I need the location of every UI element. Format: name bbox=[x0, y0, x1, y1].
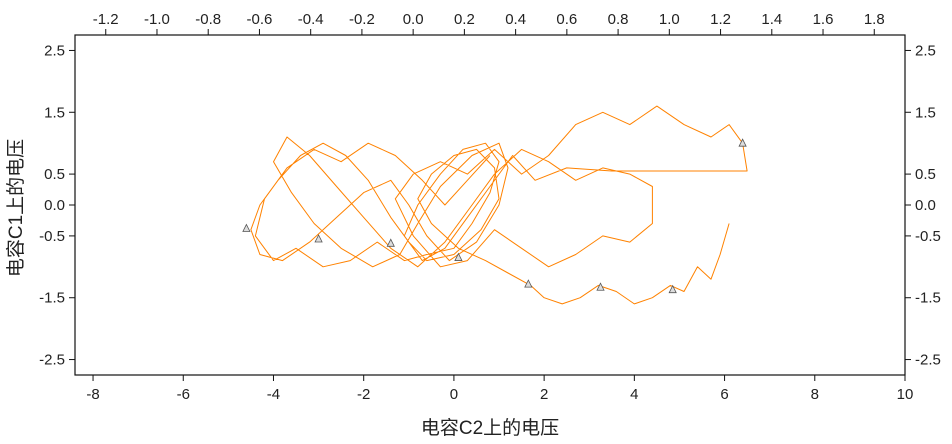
axis-ticks bbox=[69, 29, 911, 381]
triangle-marker bbox=[454, 252, 463, 261]
top-tick-label: 0.0 bbox=[403, 11, 424, 28]
x-tick-label: -8 bbox=[86, 386, 99, 403]
right-tick-label: 0.5 bbox=[915, 166, 936, 183]
triangle-marker bbox=[386, 238, 395, 247]
right-tick-label: -1.5 bbox=[915, 290, 941, 307]
x-tick-label: 6 bbox=[720, 386, 728, 403]
top-tick-label: 1.8 bbox=[864, 11, 885, 28]
top-tick-label: 0.6 bbox=[556, 11, 577, 28]
triangle-marker bbox=[314, 234, 323, 243]
series-line-0 bbox=[250, 105, 748, 305]
y-tick-label: -1.5 bbox=[39, 290, 65, 307]
x-tick-label: 2 bbox=[540, 386, 548, 403]
triangle-marker bbox=[596, 282, 605, 291]
top-tick-label: 1.2 bbox=[710, 11, 731, 28]
x-tick-label: -6 bbox=[177, 386, 190, 403]
y-tick-label: 2.5 bbox=[44, 42, 65, 59]
right-tick-label: -0.5 bbox=[915, 228, 941, 245]
top-tick-label: 1.0 bbox=[659, 11, 680, 28]
series-group bbox=[250, 105, 748, 305]
y-tick-label: -2.5 bbox=[39, 352, 65, 369]
x-tick-label: -2 bbox=[357, 386, 370, 403]
top-tick-label: -0.8 bbox=[195, 11, 221, 28]
x-tick-label: -4 bbox=[267, 386, 280, 403]
top-tick-label: -0.2 bbox=[349, 11, 375, 28]
right-tick-label: -2.5 bbox=[915, 352, 941, 369]
right-tick-label: 2.5 bbox=[915, 42, 936, 59]
marker-group bbox=[242, 138, 747, 294]
x-tick-label: 4 bbox=[630, 386, 638, 403]
triangle-marker bbox=[524, 279, 533, 288]
right-tick-label: 1.5 bbox=[915, 104, 936, 121]
triangle-marker bbox=[242, 223, 251, 232]
y-axis-title: 电容C1上的电压 bbox=[5, 139, 27, 277]
triangle-marker bbox=[738, 138, 747, 147]
top-tick-label: -1.2 bbox=[93, 11, 119, 28]
x-tick-label: 8 bbox=[811, 386, 819, 403]
top-tick-label: 1.6 bbox=[813, 11, 834, 28]
top-tick-label: 0.4 bbox=[505, 11, 526, 28]
right-tick-label: 0.0 bbox=[915, 197, 936, 214]
y-tick-label: 0.5 bbox=[44, 166, 65, 183]
axis-tick-labels: -8 -6 -4 -2 0 2 4 6 8 10 -1.2 -1.0 -0.8 -0.6 -0.4 -0.2 0… bbox=[39, 11, 941, 403]
top-tick-label: 1.4 bbox=[761, 11, 782, 28]
top-tick-label: -0.4 bbox=[298, 11, 324, 28]
x-tick-label: 10 bbox=[897, 386, 914, 403]
top-tick-label: 0.2 bbox=[454, 11, 475, 28]
top-tick-label: 0.8 bbox=[608, 11, 629, 28]
y-tick-label: -0.5 bbox=[39, 228, 65, 245]
top-tick-label: -1.0 bbox=[144, 11, 170, 28]
x-axis-title: 电容C2上的电压 bbox=[421, 417, 559, 439]
x-tick-label: 0 bbox=[450, 386, 458, 403]
y-tick-label: 1.5 bbox=[44, 104, 65, 121]
top-tick-label: -0.6 bbox=[247, 11, 273, 28]
triangle-marker bbox=[668, 284, 677, 294]
y-tick-label: 0.0 bbox=[44, 197, 65, 214]
plot-frame bbox=[74, 34, 906, 376]
